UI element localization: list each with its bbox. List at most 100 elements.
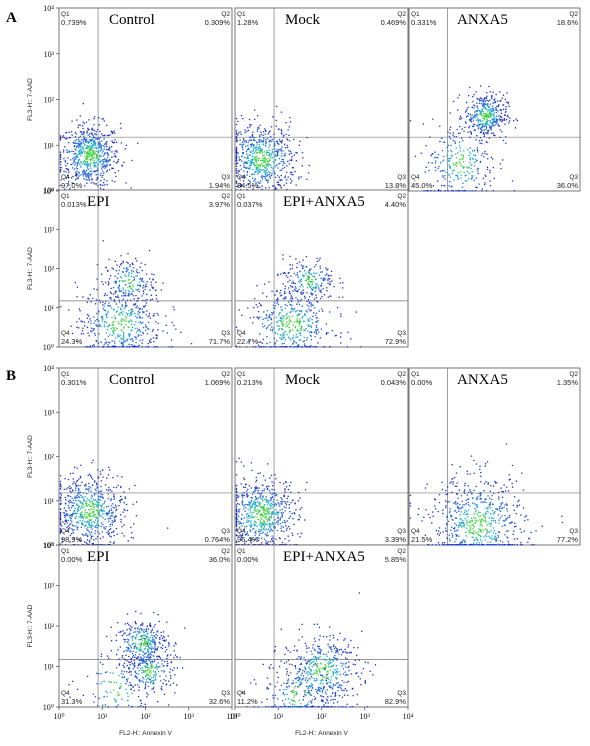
- event-dot: [458, 190, 460, 192]
- event-dot: [284, 488, 286, 490]
- event-dot: [488, 109, 491, 111]
- event-dot: [318, 288, 320, 290]
- event-dot: [77, 177, 79, 179]
- event-dot: [105, 160, 108, 163]
- event-dot: [277, 516, 279, 518]
- event-dot: [487, 131, 489, 133]
- event-dot: [256, 152, 258, 154]
- event-dot: [59, 185, 62, 187]
- event-dot: [308, 278, 310, 281]
- quadrant-label-q4: Q4: [61, 174, 70, 181]
- event-dot: [316, 321, 318, 323]
- event-dot: [82, 333, 85, 335]
- event-dot: [84, 496, 86, 498]
- event-dot: [82, 151, 84, 153]
- event-dot: [240, 184, 243, 186]
- event-dot: [109, 291, 112, 293]
- event-dot: [244, 129, 246, 131]
- event-dot: [241, 501, 243, 504]
- event-dot: [75, 152, 77, 155]
- event-dot: [443, 155, 445, 158]
- event-dot: [140, 279, 142, 281]
- event-dot: [89, 147, 92, 149]
- event-dot: [90, 327, 93, 329]
- event-dot: [93, 151, 95, 153]
- event-dot: [59, 492, 62, 494]
- event-dot: [94, 152, 96, 154]
- event-dot: [82, 492, 84, 494]
- event-dot: [282, 136, 285, 138]
- event-dot: [74, 174, 77, 176]
- event-dot: [86, 503, 88, 505]
- event-dot: [499, 510, 502, 513]
- y-tick-label: 10¹: [44, 141, 55, 150]
- event-dot: [276, 340, 278, 342]
- event-dot: [295, 336, 297, 338]
- event-dot: [442, 170, 444, 172]
- event-dot: [484, 516, 486, 518]
- event-dot: [494, 134, 496, 137]
- event-dot: [482, 125, 484, 127]
- event-dot: [128, 273, 130, 275]
- event-dot: [73, 537, 75, 539]
- event-dot: [242, 177, 244, 179]
- event-dot: [305, 255, 307, 258]
- event-dot: [479, 85, 482, 87]
- event-dot: [502, 491, 504, 493]
- event-dot: [279, 518, 281, 520]
- event-dot: [101, 515, 103, 517]
- event-dot: [122, 280, 124, 282]
- event-dot: [283, 315, 285, 317]
- event-dot: [299, 339, 302, 341]
- event-dot: [106, 146, 108, 148]
- event-dot: [474, 105, 476, 107]
- event-dot: [299, 310, 301, 312]
- event-dot: [247, 147, 250, 149]
- event-dot: [248, 340, 250, 342]
- event-dot: [112, 286, 115, 289]
- event-dot: [282, 164, 284, 166]
- event-dot: [283, 184, 285, 186]
- event-dot: [459, 132, 461, 134]
- event-dot: [99, 136, 102, 138]
- event-dot: [120, 255, 122, 257]
- event-dot: [467, 513, 469, 515]
- event-dot: [89, 165, 91, 167]
- event-dot: [64, 515, 67, 517]
- event-dot: [237, 185, 239, 187]
- event-dot: [249, 143, 252, 146]
- event-dot: [119, 334, 121, 337]
- event-dot: [93, 344, 95, 346]
- event-dot: [92, 504, 94, 506]
- event-dot: [269, 159, 271, 161]
- event-dot: [69, 517, 71, 519]
- event-dot: [110, 146, 113, 148]
- event-dot: [128, 278, 131, 280]
- event-dots: [59, 240, 193, 348]
- event-dot: [235, 117, 238, 120]
- event-dot: [494, 116, 496, 118]
- event-dot: [275, 509, 277, 511]
- event-dot: [486, 99, 488, 102]
- event-dot: [134, 336, 136, 338]
- event-dot: [80, 161, 82, 163]
- event-dot: [314, 287, 317, 290]
- event-dot: [455, 153, 457, 155]
- event-dot: [461, 500, 464, 502]
- event-dot: [500, 502, 502, 505]
- event-dot: [456, 162, 458, 165]
- event-dot: [105, 313, 107, 316]
- event-dot: [255, 146, 258, 148]
- event-dot: [85, 159, 87, 161]
- event-dot: [281, 343, 283, 345]
- event-dot: [492, 122, 495, 124]
- event-dot: [308, 283, 310, 286]
- event-dot: [94, 303, 97, 305]
- event-dot: [68, 502, 71, 504]
- event-dot: [458, 141, 461, 143]
- event-dot: [115, 280, 117, 282]
- event-dot: [296, 320, 299, 323]
- event-dot: [120, 324, 123, 326]
- event-dot: [266, 175, 268, 177]
- event-dot: [242, 497, 244, 499]
